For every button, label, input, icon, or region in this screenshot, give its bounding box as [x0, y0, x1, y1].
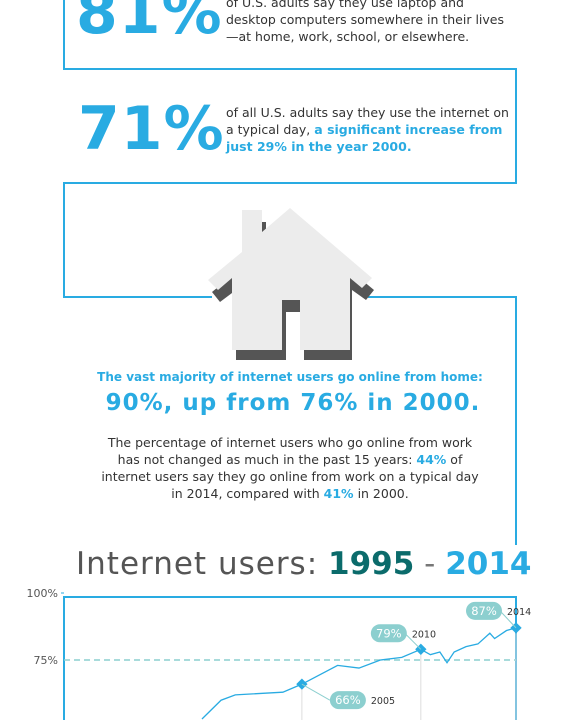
stat-highlight: a significant increase from just 29% in … — [226, 122, 503, 154]
callout-line — [301, 683, 331, 701]
home-body: The percentage of internet users who go … — [100, 434, 480, 502]
stat-text-part: of all U.S. adults say they use the inte… — [226, 105, 509, 137]
value-label: 79% — [376, 626, 402, 640]
stat-text: of U.S. adults say they use laptop and d… — [226, 0, 505, 44]
callout-line — [499, 610, 517, 629]
stat-figure: 71% — [78, 94, 225, 164]
stat-figure: 81% — [76, 0, 223, 48]
body-text: of internet users say they go online fro… — [101, 452, 479, 501]
body-highlight: 44% — [416, 452, 447, 467]
y-tick-label: 75% — [34, 654, 58, 667]
year-label: 2005 — [371, 696, 395, 707]
body-text: in 2000. — [357, 486, 409, 501]
title-year: 1995 — [328, 546, 415, 582]
body-text: The percentage of internet users who go … — [107, 435, 473, 467]
body-highlight: 41% — [323, 486, 354, 501]
stat-text: of all U.S. adults say they use the inte… — [226, 104, 511, 155]
chart-title: Internet users: 1995 - 2014 — [76, 546, 532, 582]
title-year: 2014 — [445, 546, 532, 582]
label-pill — [370, 624, 407, 643]
label-pill — [329, 691, 366, 710]
value-label: 87% — [471, 604, 497, 618]
title-text: Internet users: — [76, 546, 319, 582]
label-pill — [466, 601, 502, 620]
home-headline: 90%, up from 76% in 2000. — [105, 390, 481, 416]
y-tick-label: 100% — [27, 587, 58, 600]
house-icon — [208, 208, 374, 360]
value-label: 66% — [335, 693, 361, 707]
callout-line — [404, 632, 422, 650]
year-label: 2014 — [507, 607, 531, 618]
home-heading: The vast majority of internet users go o… — [97, 370, 483, 384]
year-label: 2010 — [412, 629, 436, 640]
data-line — [201, 627, 517, 720]
title-dash: - — [424, 546, 436, 582]
